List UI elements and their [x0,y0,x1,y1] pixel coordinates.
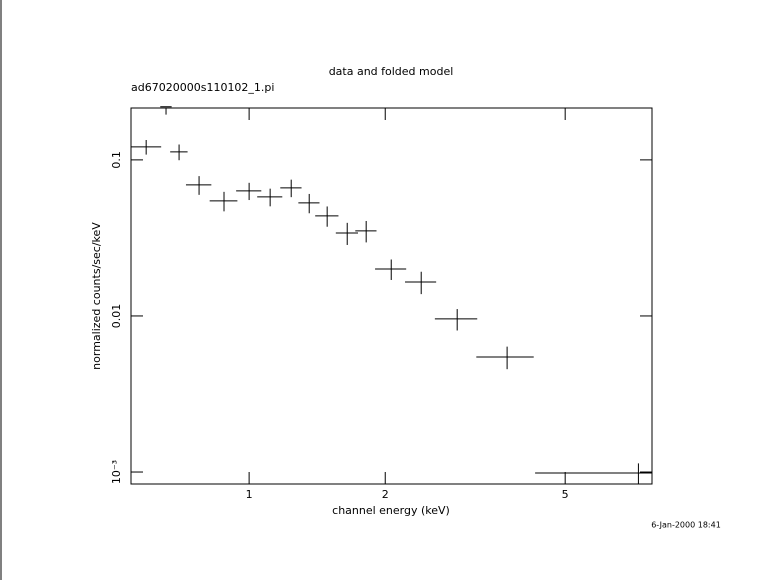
y-tick-label: 10⁻³ [110,460,123,484]
y-axis-label: normalized counts/sec/keV [90,222,103,370]
y-tick-label: 0.1 [110,151,123,169]
chart-subtitle: ad67020000s110102_1.pi [131,81,274,94]
x-tick-label: 2 [382,488,389,501]
x-axis-label: channel energy (keV) [332,504,450,517]
x-tick-label: 1 [246,488,253,501]
chart-title: data and folded model [329,65,454,78]
plot-frame [130,107,653,485]
y-tick-label: 0.01 [110,304,123,329]
x-tick-label: 5 [562,488,569,501]
timestamp: 6-Jan-2000 18:41 [651,521,721,530]
